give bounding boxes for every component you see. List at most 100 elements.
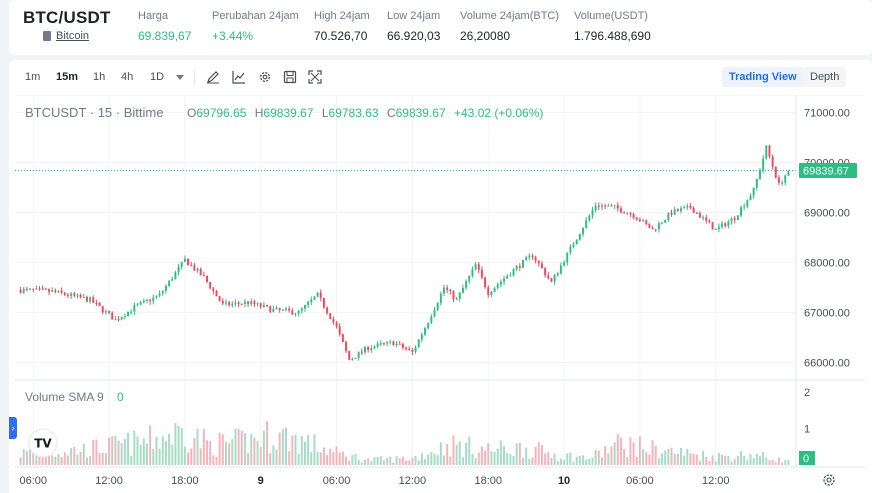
volume-bar	[386, 458, 389, 465]
volume-bar	[98, 453, 101, 465]
candle-body	[60, 290, 63, 293]
side-panel-toggle[interactable]: ›	[9, 417, 17, 439]
candle-body	[512, 269, 515, 276]
price-axis[interactable]: 66000.0067000.0068000.0069000.0070000.00…	[804, 108, 850, 370]
candle-body	[313, 296, 316, 300]
trading-view-button[interactable]: Trading View	[722, 67, 804, 87]
save-icon[interactable]	[283, 70, 297, 84]
volume-bar	[509, 454, 512, 465]
volume-bar	[313, 434, 316, 465]
candle-body	[458, 292, 461, 299]
stat-value: +3.44%	[212, 29, 254, 43]
candle-body	[623, 212, 626, 214]
candle-body	[85, 296, 88, 302]
volume-axis: 12	[804, 387, 810, 436]
candle-body	[316, 292, 319, 297]
candle-body	[133, 305, 136, 312]
volume-bar	[752, 458, 755, 465]
candle-body	[528, 255, 531, 258]
candle-body	[493, 287, 496, 292]
candle-body	[534, 257, 537, 261]
candle-body	[70, 293, 73, 296]
candle-body	[408, 349, 411, 351]
candle-body	[733, 218, 736, 221]
volume-bar	[231, 439, 234, 465]
candle-body	[762, 158, 765, 171]
timeframe-1d[interactable]: 1D	[150, 71, 165, 83]
coin-link[interactable]: Bitcoin	[43, 30, 89, 42]
volume-last-tag	[799, 451, 815, 465]
volume-bar	[740, 451, 743, 465]
depth-button[interactable]: Depth	[803, 67, 847, 87]
price-tick-label: 69000.00	[804, 208, 850, 220]
candle-body	[303, 304, 306, 309]
volume-bar	[133, 430, 136, 465]
chevron-down-icon[interactable]	[176, 75, 184, 80]
volume-bar	[714, 461, 717, 465]
low-value: 69783.63	[329, 106, 379, 120]
tradingview-logo[interactable]: TV	[28, 428, 58, 458]
timeframe-4h[interactable]: 4h	[121, 71, 134, 83]
volume-bar	[183, 446, 186, 465]
price-tick-label: 66000.00	[804, 358, 850, 370]
price-chart[interactable]: 66000.0067000.0068000.0069000.0070000.00…	[9, 95, 872, 493]
chart-symbol-line: BTCUSDT · 15 · Bittime	[25, 105, 163, 120]
volume-legend-value: 0	[117, 390, 124, 404]
volume-bar	[427, 454, 430, 465]
volume-bar	[269, 453, 272, 465]
time-tick-label: 18:00	[474, 475, 502, 487]
time-axis[interactable]: 06:00 12:00 18:00 9 06:00 12:00 18:00 10 06:00 12…	[19, 475, 729, 487]
candle-body	[326, 307, 329, 314]
volume-bar	[746, 460, 749, 465]
settings-icon[interactable]	[258, 70, 272, 84]
volume-bar	[108, 437, 111, 465]
timeframe-1h[interactable]: 1h	[93, 71, 106, 83]
candle-body	[550, 278, 553, 282]
timeframe-15m[interactable]: 15m	[56, 71, 79, 83]
volume-bar	[253, 437, 256, 465]
volume-bar	[563, 459, 566, 465]
volume-bar	[702, 450, 705, 465]
volume-bar	[382, 460, 385, 465]
candle-body	[250, 301, 253, 305]
candle-body	[149, 299, 152, 302]
volume-bar	[35, 452, 38, 465]
candle-body	[591, 210, 594, 216]
candle-body	[104, 311, 107, 313]
candle-body	[736, 215, 739, 221]
coin-name[interactable]: Bitcoin	[56, 30, 90, 42]
candle-body	[240, 303, 243, 305]
volume-bar	[597, 450, 600, 465]
volume-bar	[114, 435, 117, 465]
fullscreen-icon[interactable]	[308, 70, 322, 84]
candle-body	[269, 306, 272, 312]
volume-bar	[357, 459, 360, 465]
last-price-tag	[799, 163, 857, 179]
candle-body	[398, 343, 401, 345]
candle-body	[405, 347, 408, 350]
candle-body	[285, 308, 287, 310]
volume-bar	[32, 452, 35, 465]
volume-bar	[673, 453, 676, 465]
volume-bar	[717, 453, 720, 465]
volume-bar	[22, 449, 25, 465]
timeframe-1m[interactable]: 1m	[25, 71, 41, 83]
candle-body	[354, 357, 357, 359]
indicator-icon[interactable]	[232, 70, 246, 84]
volume-bar	[566, 453, 569, 465]
volume-bar	[461, 457, 464, 465]
candle-body	[547, 275, 550, 279]
candle-body	[648, 223, 651, 229]
gear-icon[interactable]	[823, 474, 835, 486]
pencil-icon[interactable]	[206, 70, 220, 84]
stat-label: Low 24jam	[387, 10, 441, 22]
volume-bar	[291, 435, 294, 465]
candle-body	[455, 298, 458, 300]
volume-bar	[439, 442, 442, 465]
volume-bar	[553, 453, 556, 465]
volume-bar	[389, 456, 392, 465]
candle-body	[294, 313, 297, 315]
volume-bar	[632, 442, 635, 465]
candle-body	[73, 293, 76, 296]
candle-body	[616, 205, 619, 209]
